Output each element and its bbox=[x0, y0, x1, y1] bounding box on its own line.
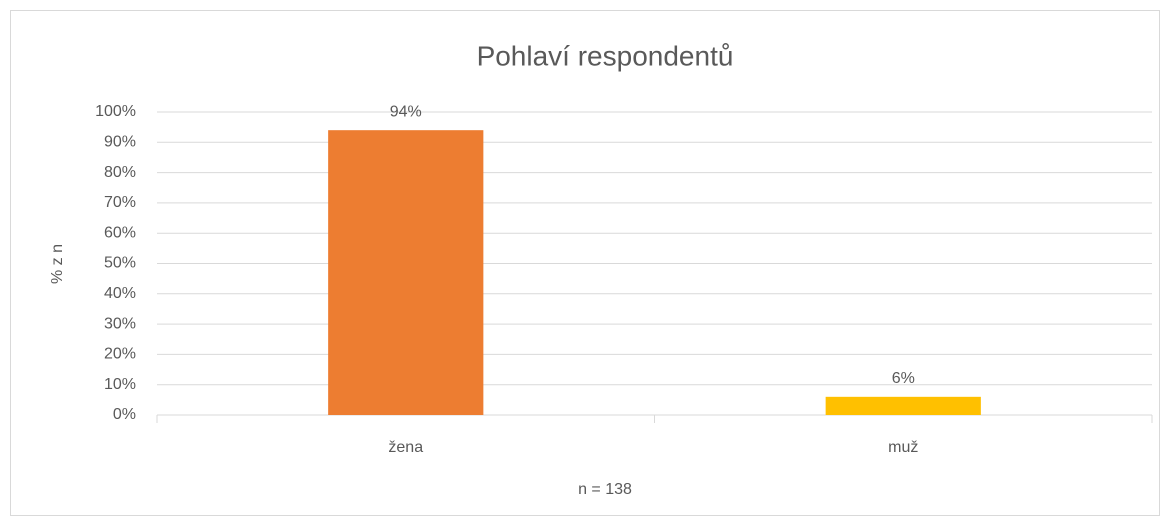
y-tick-label: 100% bbox=[95, 103, 136, 120]
y-tick-label: 70% bbox=[104, 194, 136, 211]
bar bbox=[825, 396, 981, 415]
x-tick-label: muž bbox=[888, 439, 918, 456]
data-label: 94% bbox=[390, 103, 422, 120]
y-tick-label: 30% bbox=[104, 315, 136, 332]
y-tick-label: 50% bbox=[104, 255, 136, 272]
data-label: 6% bbox=[892, 370, 915, 387]
y-tick-label: 20% bbox=[104, 346, 136, 363]
y-axis-label: % z n bbox=[49, 244, 66, 284]
y-tick-label: 90% bbox=[104, 134, 136, 151]
x-tick-label: žena bbox=[388, 439, 423, 456]
y-tick-label: 40% bbox=[104, 285, 136, 302]
y-tick-label: 80% bbox=[104, 164, 136, 181]
x-axis-label: n = 138 bbox=[578, 481, 632, 498]
bar bbox=[328, 130, 484, 415]
y-tick-label: 10% bbox=[104, 376, 136, 393]
y-tick-label: 0% bbox=[113, 406, 136, 423]
chart-title: Pohlaví respondentů bbox=[477, 40, 734, 71]
y-tick-label: 60% bbox=[104, 224, 136, 241]
